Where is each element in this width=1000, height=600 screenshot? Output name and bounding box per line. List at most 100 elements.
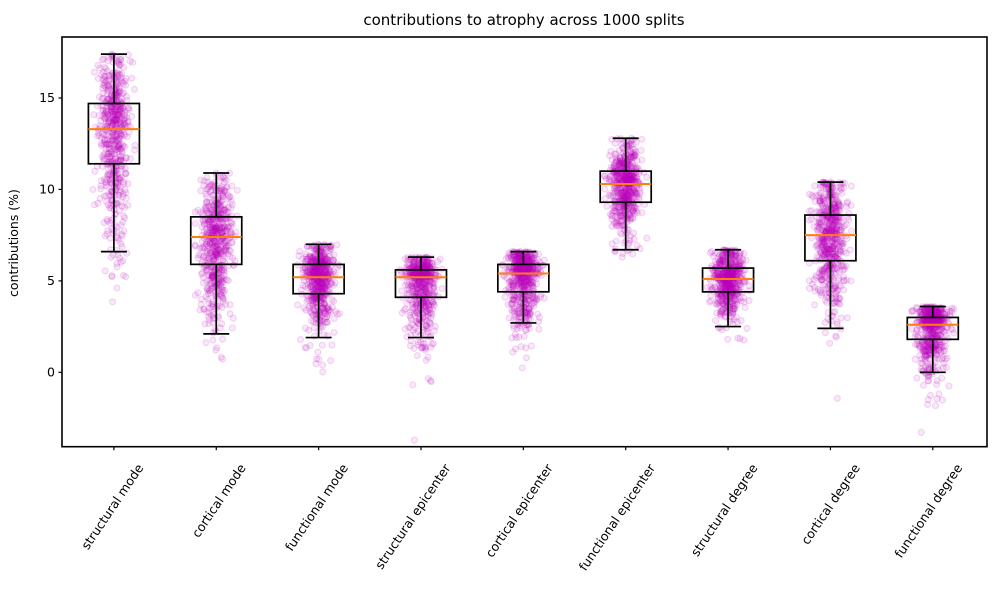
data-point — [422, 356, 430, 364]
data-point — [110, 132, 118, 140]
data-point — [209, 227, 217, 235]
data-point — [422, 343, 430, 351]
data-point — [105, 83, 113, 91]
data-point — [831, 235, 839, 243]
data-point — [119, 141, 127, 149]
data-point — [104, 171, 112, 179]
data-point — [104, 118, 112, 126]
data-point — [217, 184, 225, 193]
data-point — [818, 201, 826, 209]
data-point — [120, 114, 129, 122]
data-point — [517, 343, 525, 351]
data-point — [109, 110, 117, 118]
data-point — [307, 253, 315, 261]
data-point — [97, 177, 105, 185]
data-point — [100, 175, 108, 183]
data-point — [100, 219, 108, 227]
data-point — [508, 334, 516, 342]
data-point — [119, 218, 127, 226]
data-point — [105, 82, 113, 90]
data-point — [107, 140, 115, 148]
data-point — [108, 272, 116, 280]
data-point — [117, 94, 125, 103]
data-point — [206, 249, 214, 257]
data-point — [104, 201, 112, 209]
data-point — [117, 152, 125, 160]
data-point — [97, 117, 105, 125]
data-point — [116, 140, 124, 148]
data-point — [115, 70, 123, 78]
data-point — [110, 117, 119, 125]
data-point — [122, 170, 130, 178]
data-point — [89, 185, 97, 194]
data-point — [103, 215, 111, 223]
data-point — [840, 276, 848, 285]
data-point — [104, 111, 112, 119]
data-point — [98, 153, 106, 161]
data-point — [116, 118, 124, 126]
data-point — [203, 308, 211, 316]
data-point — [212, 243, 220, 251]
data-point — [211, 224, 219, 232]
data-point — [104, 150, 112, 158]
data-point — [398, 287, 406, 295]
data-point — [101, 83, 110, 91]
data-point — [121, 170, 129, 178]
data-point — [114, 234, 122, 242]
data-point — [413, 309, 421, 317]
data-point — [113, 117, 121, 125]
data-point — [101, 72, 109, 80]
data-point — [204, 286, 212, 294]
data-point — [116, 56, 125, 64]
data-point — [840, 184, 848, 192]
data-point — [534, 318, 543, 326]
data-point — [97, 71, 106, 79]
data-point — [122, 74, 130, 83]
data-point — [102, 182, 110, 190]
data-point — [105, 145, 113, 153]
data-point — [221, 286, 229, 295]
data-point — [327, 357, 335, 365]
data-point — [105, 71, 113, 79]
data-point — [102, 108, 110, 116]
data-point — [99, 94, 107, 103]
data-point — [724, 335, 732, 343]
data-point — [116, 105, 124, 113]
data-point — [204, 220, 212, 228]
data-point — [206, 188, 214, 196]
data-point — [119, 192, 127, 200]
data-point — [203, 247, 211, 255]
data-point — [832, 224, 841, 232]
data-point — [625, 239, 633, 247]
data-point — [112, 109, 120, 118]
data-point — [119, 257, 127, 265]
data-point — [101, 138, 109, 146]
data-point — [100, 140, 108, 149]
data-point — [817, 183, 825, 191]
data-point — [409, 326, 417, 334]
data-point — [100, 131, 109, 139]
data-point — [318, 341, 326, 349]
data-point — [107, 152, 115, 160]
data-point — [224, 223, 232, 231]
data-point — [121, 143, 129, 151]
data-point — [101, 82, 109, 90]
data-point — [327, 241, 335, 249]
data-point — [522, 277, 530, 285]
data-point — [319, 368, 327, 376]
data-point — [223, 276, 231, 284]
data-point — [428, 305, 437, 313]
data-point — [115, 111, 123, 119]
data-point — [115, 112, 123, 120]
data-point — [609, 209, 617, 217]
data-point — [640, 168, 648, 176]
data-point — [224, 195, 232, 203]
data-point — [102, 140, 110, 148]
data-point — [527, 342, 536, 350]
data-point — [621, 147, 629, 155]
data-point — [203, 277, 211, 286]
data-point — [107, 155, 115, 163]
data-point — [117, 130, 125, 138]
data-point — [522, 354, 531, 362]
data-point — [211, 242, 219, 250]
